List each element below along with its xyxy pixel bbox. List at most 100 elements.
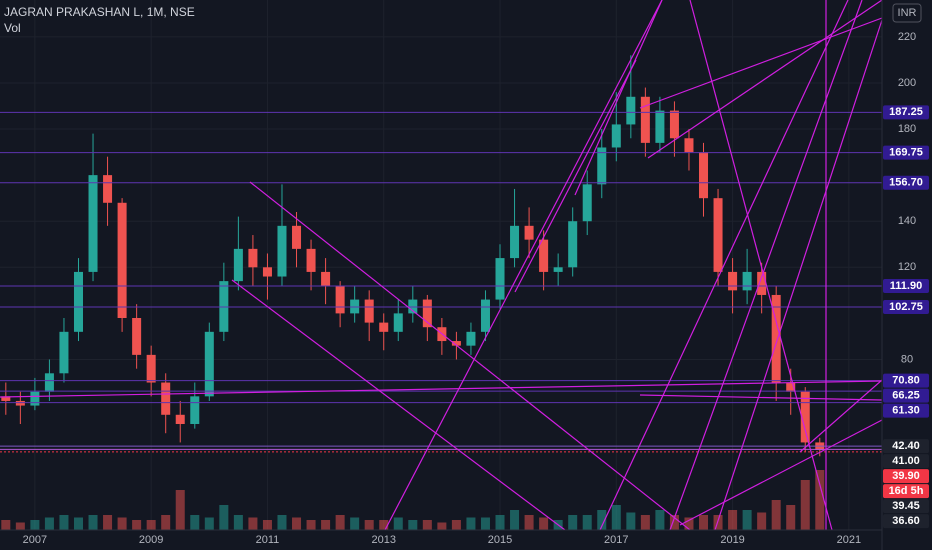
volume-bar [190,515,200,530]
volume-bar [248,517,258,530]
price-label-box [883,300,929,315]
price-label: 66.25 [892,390,920,402]
candle-body [757,271,767,295]
price-label: 169.75 [889,147,923,159]
volume-bar [335,515,345,530]
volume-bar [582,515,592,530]
candle-body [640,96,650,143]
candle-body [350,299,360,314]
price-label: 39.90 [892,470,920,482]
currency[interactable]: INR [898,7,917,19]
price-label-box [883,105,929,120]
volume-bar [466,517,476,530]
x-tick-label: 2009 [139,534,163,546]
x-tick-label: 2019 [720,534,744,546]
volume-bar [132,520,142,530]
candle-body [728,271,738,291]
candle-body [44,373,54,392]
trend-lines [0,0,883,531]
price-label-box [883,454,929,469]
candle-body [786,382,796,392]
trend-line [669,0,863,531]
x-tick-label: 2021 [837,534,861,546]
candle-body [88,175,98,272]
price-label: 102.75 [889,301,923,313]
volume-bar [684,517,694,530]
y-tick-label: 80 [901,353,913,365]
candle-body [568,221,578,268]
volume-bar [568,515,578,530]
candle-body [132,318,142,355]
volume-bar [786,505,796,530]
x-tick-label: 2017 [604,534,628,546]
volume-bar [161,515,171,530]
candle-body [669,110,679,139]
candle-body [364,299,374,323]
candle-body [73,271,83,332]
volume-bar [451,520,461,530]
y-tick-label: 220 [898,31,916,43]
candle-body [1,396,11,401]
y-tick-label: 120 [898,261,916,273]
trend-line [0,380,883,398]
candle-body [480,299,490,332]
candle-body [466,331,476,346]
candle-body [495,258,505,300]
x-tick-label: 2015 [488,534,512,546]
volume-bar [510,510,520,530]
volume-bar [742,510,752,530]
candle-body [713,198,723,272]
trend-line [384,0,663,531]
candle-body [277,225,287,277]
volume-bar [44,517,54,530]
price-label-box [883,145,929,160]
volume-bar [771,500,781,530]
volume-bar [175,490,185,530]
price-label: 39.45 [892,500,920,512]
volume-bar [103,515,113,530]
price-label: 61.30 [892,405,920,417]
volume-bar [364,520,374,530]
volume-bar [815,470,825,530]
candle-body [379,322,389,332]
volume-bar [262,520,272,530]
price-label-box [883,499,929,514]
volume-bar [219,505,229,530]
axis: 80 120 140 180 200 220 2007 2009 2011 2013 2015 201… [23,31,917,546]
candle-body [59,331,69,374]
candle-body [597,147,607,185]
price-label: 187.25 [889,106,923,118]
candle-body [742,271,752,291]
candle-body [335,285,345,314]
candle-body [321,271,331,286]
currency-box[interactable] [892,3,922,23]
price-label: 41.00 [892,455,920,467]
candle-body [190,396,200,424]
volume-bar [73,517,83,530]
price-label: 42.40 [892,440,920,452]
price-label-box [883,484,929,499]
candle-body [233,248,243,282]
volume-bar [539,517,549,530]
candle-body [15,400,25,406]
price-label-box [883,514,929,529]
trend-line [249,181,691,531]
x-tick-label: 2007 [23,534,47,546]
candle-body [771,294,781,383]
candle-body [292,225,302,249]
candle-body [510,225,520,259]
candle-body [204,331,214,397]
price-label: 156.70 [889,177,923,189]
volume-bar [306,520,316,530]
price-label-box [883,403,929,418]
countdown-label: 16d 5h [889,485,924,497]
trend-line [714,19,883,531]
volume-bar [204,517,214,530]
candle-body [30,391,40,406]
trend-line [689,0,833,531]
trend-line [574,0,663,196]
volume-bar [728,510,738,530]
candle-body [582,184,592,222]
